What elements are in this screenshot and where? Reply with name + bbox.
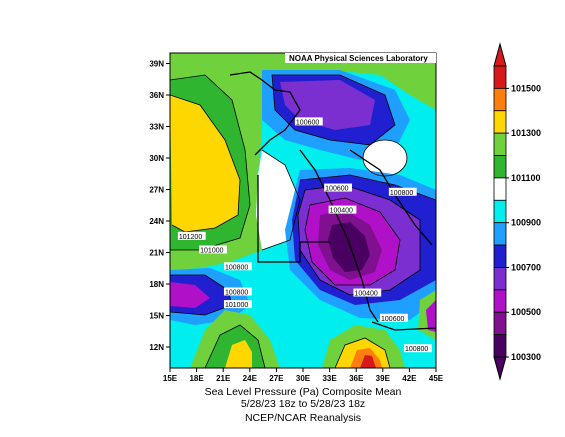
contour-label-box xyxy=(294,117,323,126)
colorbar-label: 100900 xyxy=(511,218,541,228)
contour-label: 100600 xyxy=(296,119,319,126)
colorbar-segment xyxy=(493,289,507,313)
contour-label-box xyxy=(324,183,352,192)
colorbar: 101500 101300 101100 100900 100700 100500 1003… xyxy=(493,42,541,381)
colorbar-label: 101300 xyxy=(511,128,541,138)
contour-label: 101200 xyxy=(179,234,202,241)
contour-label: 100400 xyxy=(354,291,377,298)
lat-tick-label: 36N xyxy=(149,91,164,100)
lon-tick-label: 42E xyxy=(402,374,417,383)
contour-label-box xyxy=(328,205,357,214)
contour-label: 100800 xyxy=(225,264,248,271)
contour-label: 100800 xyxy=(390,190,413,197)
contour-fill-yellow-south xyxy=(225,340,252,368)
lat-tick-label: 30N xyxy=(149,154,164,163)
lat-tick-label: 15N xyxy=(149,312,164,321)
contour-label-box xyxy=(388,187,417,196)
contour-fill-core-low xyxy=(328,222,370,272)
lon-tick-label: 30E xyxy=(296,374,311,383)
contour-labels: 100600 100600 100800 100400 101200 101000 1008… xyxy=(177,117,432,353)
lat-tick-label: 18N xyxy=(149,280,164,289)
colorbar-label: 101500 xyxy=(511,83,541,93)
contour-label: 100800 xyxy=(405,346,428,353)
lon-tick-label: 24E xyxy=(243,374,258,383)
credit-label: NOAA Physical Sciences Laboratory xyxy=(289,54,428,63)
contour-label: 101000 xyxy=(200,248,223,255)
caption-line-2: 5/28/23 18z to 5/28/23 18z xyxy=(240,398,366,410)
pressure-field xyxy=(170,53,436,368)
lon-tick-label: 33E xyxy=(322,374,337,383)
colorbar-segment xyxy=(493,334,507,358)
colorbar-segment xyxy=(493,177,507,201)
contour-label-box xyxy=(403,344,432,353)
contour-fill-green-north xyxy=(250,53,436,110)
colorbar-segment xyxy=(493,110,507,134)
contour-label-box xyxy=(353,288,382,297)
colorbar-bottom-arrow xyxy=(493,356,507,381)
lon-tick-label: 39E xyxy=(376,374,391,383)
lon-tick-label: 36E xyxy=(349,374,364,383)
lat-tick-label: 39N xyxy=(149,60,164,69)
contour-label-box xyxy=(223,262,252,271)
colorbar-label: 101100 xyxy=(511,173,541,183)
colorbar-top-arrow xyxy=(493,42,507,67)
contour-label-box xyxy=(223,287,252,296)
colorbar-segment xyxy=(493,87,507,112)
caption-line-3: NCEP/NCAR Reanalysis xyxy=(244,412,362,424)
contour-label-box xyxy=(177,231,206,240)
contour-label-box xyxy=(199,245,227,254)
lat-tick-label: 21N xyxy=(149,249,164,258)
lon-tick-label: 45E xyxy=(429,374,444,383)
colorbar-segment xyxy=(493,222,507,246)
lon-tick-label: 21E xyxy=(216,374,231,383)
lon-tick-label: 15E xyxy=(163,374,178,383)
caption-line-1: Sea Level Pressure (Pa) Composite Mean xyxy=(204,386,402,398)
longitude-ticks: 15E 18E 21E 24E 27E 30E 33E 36E 39E 42E 45E xyxy=(163,368,444,383)
colorbar-label: 100300 xyxy=(511,352,541,362)
contour-label-box xyxy=(223,300,252,309)
colorbar-segment xyxy=(493,199,507,224)
contour-label: 100400 xyxy=(330,208,353,215)
colorbar-segment xyxy=(493,65,507,89)
contour-label: 100600 xyxy=(381,316,404,323)
lat-tick-label: 24N xyxy=(149,217,164,226)
contour-fill-red-southeast xyxy=(360,355,376,368)
colorbar-label: 100700 xyxy=(511,262,541,272)
latitude-ticks: 39N 36N 33N 30N 27N 24N 21N 18N 15N 12N xyxy=(149,60,170,352)
contour-fill-yellow-high xyxy=(170,95,240,232)
lat-tick-label: 33N xyxy=(149,123,164,132)
contour-label: 101000 xyxy=(225,302,248,309)
lon-tick-label: 18E xyxy=(189,374,204,383)
contour-fill-white-cell-east xyxy=(363,140,407,176)
contour-label: 100800 xyxy=(225,290,248,297)
colorbar-segment xyxy=(493,132,507,156)
colorbar-segment xyxy=(493,267,507,291)
colorbar-segment xyxy=(493,155,507,179)
contour-fill-purple-east xyxy=(426,300,436,332)
lat-tick-label: 27N xyxy=(149,186,164,195)
credit-box xyxy=(285,53,436,63)
contour-label-box xyxy=(380,313,408,322)
contour-fill-purple-southwest xyxy=(170,282,210,308)
colorbar-label: 100500 xyxy=(511,307,541,317)
contour-label: 100600 xyxy=(325,186,348,193)
lon-tick-label: 27E xyxy=(269,374,284,383)
colorbar-segment xyxy=(493,244,507,268)
colorbar-segment xyxy=(493,311,507,336)
lat-tick-label: 12N xyxy=(149,343,164,352)
